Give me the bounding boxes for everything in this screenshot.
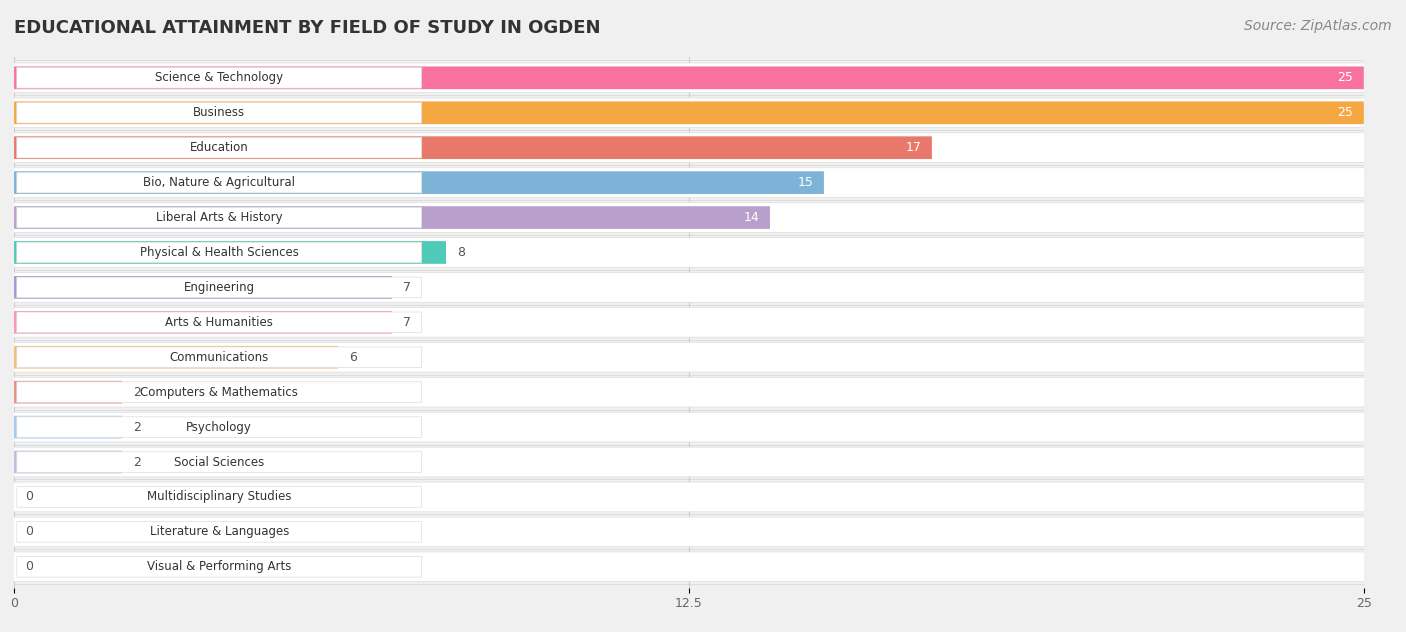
FancyBboxPatch shape <box>11 133 1367 162</box>
FancyBboxPatch shape <box>11 238 1367 267</box>
FancyBboxPatch shape <box>17 102 422 123</box>
FancyBboxPatch shape <box>14 101 1364 124</box>
Text: 2: 2 <box>132 456 141 468</box>
Text: 14: 14 <box>744 211 759 224</box>
FancyBboxPatch shape <box>14 346 337 368</box>
FancyBboxPatch shape <box>11 447 1367 477</box>
Text: 17: 17 <box>905 141 921 154</box>
FancyBboxPatch shape <box>17 242 422 263</box>
Text: 25: 25 <box>1337 106 1353 119</box>
Text: Literature & Languages: Literature & Languages <box>149 525 288 538</box>
FancyBboxPatch shape <box>14 241 446 264</box>
Text: EDUCATIONAL ATTAINMENT BY FIELD OF STUDY IN OGDEN: EDUCATIONAL ATTAINMENT BY FIELD OF STUDY… <box>14 19 600 37</box>
FancyBboxPatch shape <box>17 137 422 158</box>
Text: Visual & Performing Arts: Visual & Performing Arts <box>148 561 291 573</box>
Text: Science & Technology: Science & Technology <box>155 71 283 84</box>
FancyBboxPatch shape <box>11 167 1367 197</box>
FancyBboxPatch shape <box>14 381 122 403</box>
FancyBboxPatch shape <box>11 482 1367 512</box>
FancyBboxPatch shape <box>17 68 422 88</box>
FancyBboxPatch shape <box>11 343 1367 372</box>
FancyBboxPatch shape <box>17 382 422 403</box>
Text: 6: 6 <box>349 351 357 364</box>
FancyBboxPatch shape <box>17 277 422 298</box>
Text: 7: 7 <box>402 316 411 329</box>
FancyBboxPatch shape <box>11 517 1367 547</box>
FancyBboxPatch shape <box>14 206 770 229</box>
FancyBboxPatch shape <box>11 203 1367 233</box>
FancyBboxPatch shape <box>17 347 422 368</box>
FancyBboxPatch shape <box>11 98 1367 128</box>
FancyBboxPatch shape <box>11 377 1367 407</box>
Text: 0: 0 <box>25 561 32 573</box>
FancyBboxPatch shape <box>14 66 1364 89</box>
Text: Physical & Health Sciences: Physical & Health Sciences <box>139 246 298 259</box>
Text: Social Sciences: Social Sciences <box>174 456 264 468</box>
FancyBboxPatch shape <box>17 487 422 507</box>
FancyBboxPatch shape <box>17 521 422 542</box>
FancyBboxPatch shape <box>17 173 422 193</box>
FancyBboxPatch shape <box>14 451 122 473</box>
FancyBboxPatch shape <box>17 416 422 437</box>
Text: Source: ZipAtlas.com: Source: ZipAtlas.com <box>1244 19 1392 33</box>
Text: 0: 0 <box>25 525 32 538</box>
FancyBboxPatch shape <box>11 412 1367 442</box>
Text: Communications: Communications <box>170 351 269 364</box>
Text: Bio, Nature & Agricultural: Bio, Nature & Agricultural <box>143 176 295 189</box>
Text: 15: 15 <box>797 176 813 189</box>
Text: Liberal Arts & History: Liberal Arts & History <box>156 211 283 224</box>
Text: 8: 8 <box>457 246 465 259</box>
FancyBboxPatch shape <box>17 557 422 577</box>
FancyBboxPatch shape <box>17 312 422 332</box>
FancyBboxPatch shape <box>17 207 422 228</box>
Text: Multidisciplinary Studies: Multidisciplinary Studies <box>148 490 291 504</box>
Text: Education: Education <box>190 141 249 154</box>
Text: 2: 2 <box>132 386 141 399</box>
FancyBboxPatch shape <box>11 552 1367 581</box>
Text: Computers & Mathematics: Computers & Mathematics <box>141 386 298 399</box>
Text: 25: 25 <box>1337 71 1353 84</box>
Text: Business: Business <box>193 106 245 119</box>
Text: Engineering: Engineering <box>184 281 254 294</box>
Text: 7: 7 <box>402 281 411 294</box>
FancyBboxPatch shape <box>11 308 1367 337</box>
FancyBboxPatch shape <box>14 311 392 334</box>
FancyBboxPatch shape <box>11 272 1367 302</box>
FancyBboxPatch shape <box>14 171 824 194</box>
FancyBboxPatch shape <box>14 137 932 159</box>
Text: Arts & Humanities: Arts & Humanities <box>166 316 273 329</box>
Text: 0: 0 <box>25 490 32 504</box>
FancyBboxPatch shape <box>17 452 422 472</box>
FancyBboxPatch shape <box>11 63 1367 93</box>
Text: 2: 2 <box>132 421 141 434</box>
Text: Psychology: Psychology <box>186 421 252 434</box>
FancyBboxPatch shape <box>14 276 392 299</box>
FancyBboxPatch shape <box>14 416 122 439</box>
